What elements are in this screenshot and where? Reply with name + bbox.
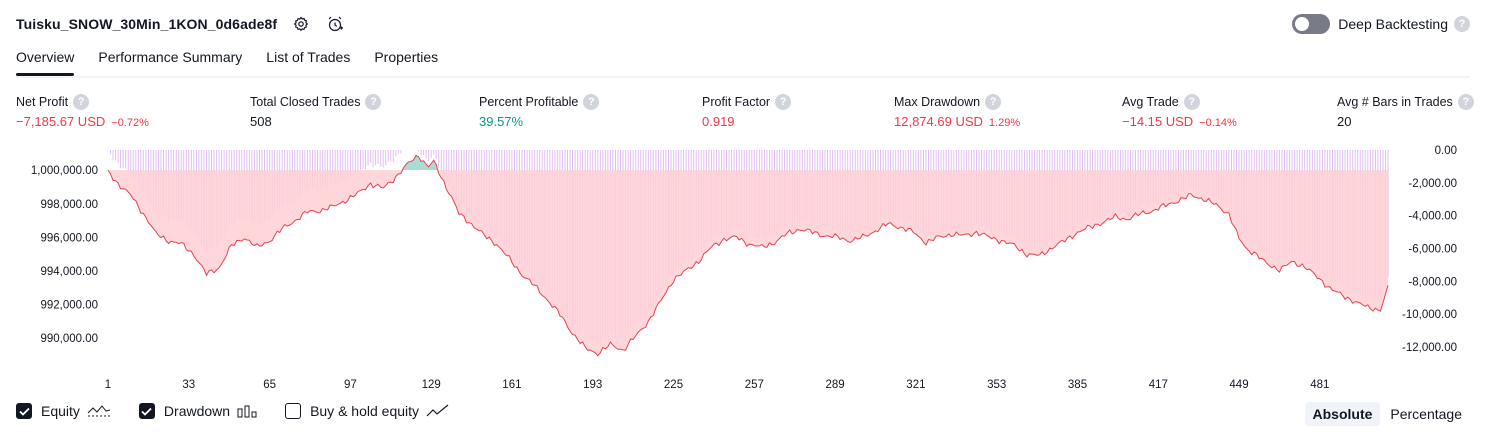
chart-mode-switch: Absolute Percentage [1303,402,1471,426]
info-icon[interactable]: ? [583,94,600,110]
x-tick-label: 97 [344,379,357,391]
y-right-tick-label: -10,000.00 [1402,309,1457,321]
drawdown-checkbox[interactable] [138,403,155,419]
legend-equity[interactable]: Equity [16,403,111,419]
equity-gain-area [108,155,438,171]
x-tick-label: 193 [583,379,602,391]
x-tick-label: 289 [826,379,845,391]
deep-backtesting-label: Deep Backtesting [1338,16,1448,32]
equity-checkbox[interactable] [16,403,32,419]
metric-label: Avg # Bars in Trades [1337,95,1453,109]
metric-percent: −0.14% [1199,117,1237,129]
strategy-header: Tuisku_SNOW_30Min_1KON_0d6ade8f [16,12,345,36]
x-tick-label: 225 [664,379,683,391]
y-left-tick-label: 994,000.00 [40,266,98,278]
x-tick-label: 1 [105,379,111,391]
metric-percent-profitable: Percent Profitable? 39.57% [479,94,600,129]
info-icon[interactable]: ? [365,94,382,110]
equity-loss-area [108,170,1388,356]
equity-line-icon [87,404,111,418]
metric-total-closed-trades: Total Closed Trades? 508 [250,94,382,129]
metric-value: 12,874.69 USD [894,114,983,129]
info-icon[interactable]: ? [1183,94,1200,110]
x-tick-label: 449 [1229,379,1248,391]
y-right-tick-label: -12,000.00 [1402,342,1457,354]
metric-percent: −0.72% [111,117,149,129]
metric-avg-bars: Avg # Bars in Trades? 20 [1337,94,1474,129]
tab-properties[interactable]: Properties [374,49,439,65]
equity-label: Equity [41,403,80,419]
x-tick-label: 257 [745,379,764,391]
metric-label: Avg Trade [1122,95,1179,109]
chart-legend: Equity Drawdown Buy & hold equity [16,403,478,419]
metric-value: 0.919 [702,114,735,129]
y-right-tick-label: -8,000.00 [1408,276,1457,288]
mode-percentage[interactable]: Percentage [1390,406,1462,422]
x-tick-label: 321 [906,379,925,391]
trend-line-icon [426,404,450,418]
x-tick-label: 33 [182,379,195,391]
help-icon[interactable]: ? [1454,16,1470,32]
metric-percent: 1.29% [988,117,1021,129]
x-tick-label: 481 [1310,379,1329,391]
y-right-tick-label: -6,000.00 [1408,243,1457,255]
y-left-tick-label: 992,000.00 [40,300,98,312]
info-icon[interactable]: ? [1457,94,1474,110]
metric-value: 39.57% [479,114,524,129]
x-tick-label: 353 [987,379,1006,391]
y-left-tick-label: 996,000.00 [40,232,98,244]
y-right-tick-label: 0.00 [1435,145,1457,157]
y-left-tick-label: 990,000.00 [40,333,98,345]
tab-list-of-trades[interactable]: List of Trades [266,49,351,65]
metric-value: 508 [250,114,272,129]
report-tabs: Overview Performance Summary List of Tra… [16,44,1470,78]
info-icon[interactable]: ? [775,94,792,110]
metric-label: Total Closed Trades [250,95,361,109]
tab-overview[interactable]: Overview [16,44,75,76]
mode-absolute[interactable]: Absolute [1304,402,1381,426]
y-right-tick-label: -2,000.00 [1408,178,1457,190]
strategy-name: Tuisku_SNOW_30Min_1KON_0d6ade8f [16,16,278,32]
buy-hold-label: Buy & hold equity [310,403,420,419]
metric-net-profit: Net Profit? −7,185.67 USD −0.72% [16,94,149,129]
legend-buy-hold[interactable]: Buy & hold equity [285,403,450,419]
y-right-tick-label: -4,000.00 [1408,211,1457,223]
buy-hold-checkbox[interactable] [285,403,302,419]
info-icon[interactable]: ? [73,94,90,110]
equity-line [107,154,1389,357]
y-left-tick-label: 1,000,000.00 [31,165,98,177]
metric-value: −7,185.67 USD [16,114,106,129]
metric-label: Max Drawdown [894,95,981,109]
x-tick-label: 417 [1149,379,1168,391]
metric-label: Net Profit [16,95,69,109]
y-left-tick-label: 998,000.00 [40,199,98,211]
settings-icon[interactable] [291,14,311,34]
metric-profit-factor: Profit Factor? 0.919 [702,94,792,129]
x-tick-label: 161 [502,379,521,391]
equity-drawdown-chart[interactable]: 1,000,000.00 998,000.00 996,000.00 994,000.… [0,140,1486,398]
deep-backtesting-toggle[interactable] [1292,14,1331,34]
x-tick-label: 129 [422,379,441,391]
x-tick-label: 385 [1068,379,1087,391]
metric-max-drawdown: Max Drawdown? 12,874.69 USD 1.29% [894,94,1020,129]
alarm-add-icon[interactable] [325,14,345,34]
deep-backtesting: Deep Backtesting ? [1292,12,1470,36]
drawdown-bars-icon [237,404,257,418]
metric-avg-trade: Avg Trade? −14.15 USD −0.14% [1122,94,1237,129]
legend-drawdown[interactable]: Drawdown [138,403,257,419]
metric-label: Profit Factor [702,95,771,109]
x-tick-label: 65 [263,379,276,391]
tab-performance-summary[interactable]: Performance Summary [98,49,243,65]
info-icon[interactable]: ? [985,94,1002,110]
metric-value: 20 [1337,114,1352,129]
drawdown-label: Drawdown [163,403,231,419]
metric-value: −14.15 USD [1122,114,1194,129]
metric-label: Percent Profitable [479,95,579,109]
